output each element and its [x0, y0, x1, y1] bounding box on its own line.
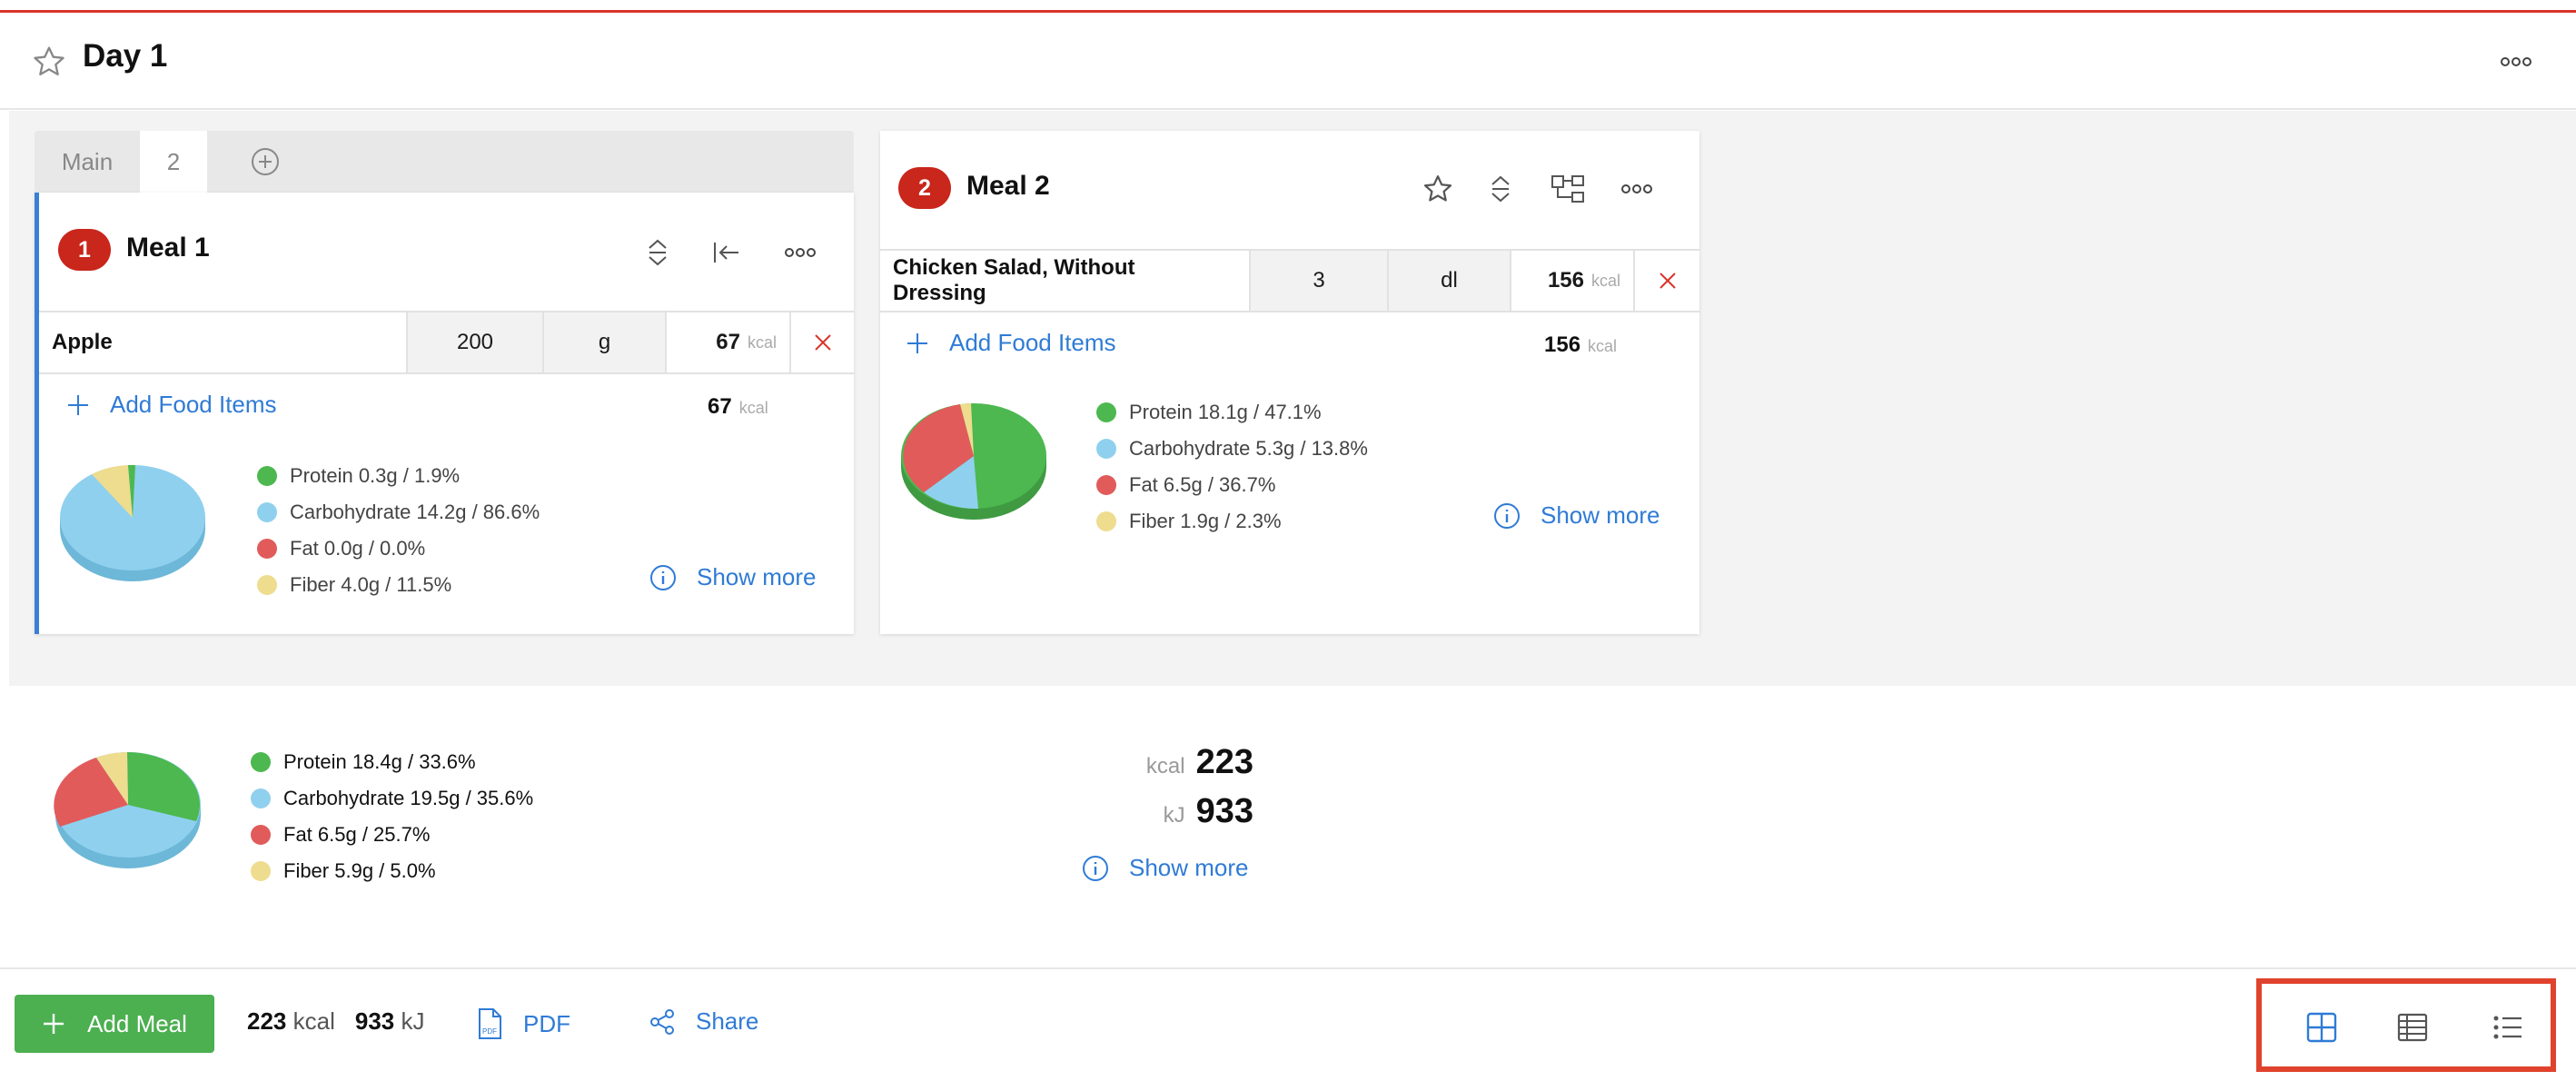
remove-food-button[interactable] — [1633, 251, 1699, 311]
bottom-toolbar: Add Meal 223 kcal 933 kJ PDF PDF Share — [0, 967, 2576, 1081]
remove-food-button[interactable] — [789, 312, 854, 372]
table-view-icon[interactable] — [2394, 1009, 2431, 1046]
info-icon — [650, 564, 676, 590]
meal-number-badge: 1 — [58, 229, 111, 271]
hierarchy-icon — [1551, 175, 1584, 203]
day-kj: kJ 933 — [1163, 792, 1253, 830]
view-mode-switcher — [2256, 978, 2556, 1072]
food-kcal: 67 kcal — [665, 312, 789, 372]
food-amount-input[interactable]: 200 — [406, 312, 542, 372]
collapse-button[interactable] — [708, 234, 745, 271]
day-kcal: kcal 223 — [1145, 743, 1253, 781]
food-name[interactable]: Chicken Salad, Without Dressing — [893, 255, 1135, 305]
food-row: Apple 200 g 67 kcal — [39, 311, 854, 374]
share-link[interactable]: Share — [649, 1007, 758, 1036]
legend-fiber: Fiber 1.9g / 2.3% — [1096, 503, 1368, 540]
show-more-link[interactable]: Show more — [1493, 501, 1660, 530]
legend-protein: Protein 18.4g / 33.6% — [251, 744, 533, 780]
info-icon — [1494, 502, 1520, 529]
legend-carbohydrate: Carbohydrate 5.3g / 13.8% — [1096, 431, 1368, 467]
day-macro-pie-chart — [54, 752, 201, 868]
meal-title: Meal 1 — [126, 233, 210, 263]
meal-header: 2 Meal 2 — [880, 131, 1699, 249]
more-options-icon — [785, 248, 816, 257]
pdf-export-link[interactable]: PDF PDF — [476, 1007, 570, 1040]
favorite-meal-button[interactable] — [1420, 171, 1456, 207]
plus-icon — [44, 1014, 64, 1034]
info-icon — [1083, 855, 1108, 881]
legend-fiber: Fiber 5.9g / 5.0% — [251, 853, 533, 889]
svg-text:PDF: PDF — [482, 1027, 497, 1036]
list-view-icon[interactable] — [2489, 1009, 2525, 1046]
grid-view-icon[interactable] — [2304, 1009, 2340, 1046]
total-kcal: 223 kcal — [247, 1007, 335, 1035]
close-icon — [1659, 273, 1676, 289]
tab-main[interactable]: Main — [61, 147, 114, 175]
day-totals: 223 kcal 933 kJ — [247, 1007, 425, 1036]
reorder-button[interactable] — [639, 234, 676, 271]
legend-protein: Protein 0.3g / 1.9% — [257, 458, 540, 494]
plus-icon — [68, 394, 88, 415]
food-kcal: 156 kcal — [1510, 251, 1633, 311]
meal-more-button[interactable] — [1619, 171, 1655, 207]
page-title: Day 1 — [83, 38, 168, 74]
favorite-star-icon[interactable] — [31, 44, 67, 80]
food-amount-input[interactable]: 3 — [1249, 251, 1387, 311]
meal-more-button[interactable] — [782, 234, 818, 271]
food-row: Chicken Salad, Without Dressing 3 dl 156… — [880, 249, 1699, 312]
tab-2[interactable]: 2 — [140, 131, 207, 193]
legend-fat: Fat 6.5g / 25.7% — [251, 817, 533, 853]
show-more-link[interactable]: Show more — [649, 563, 817, 591]
meal-tabs: Main 2 — [35, 131, 854, 193]
day-macro-legend: Protein 18.4g / 33.6% Carbohydrate 19.5g… — [251, 744, 533, 889]
legend-fiber: Fiber 4.0g / 11.5% — [257, 567, 540, 603]
add-food-items-link[interactable]: Add Food Items — [66, 391, 277, 419]
meal-title: Meal 2 — [966, 171, 1050, 201]
star-icon — [1423, 175, 1452, 202]
more-options-icon — [1621, 184, 1652, 193]
legend-carbohydrate: Carbohydrate 14.2g / 86.6% — [257, 494, 540, 531]
meal-2-macro-legend: Protein 18.1g / 47.1% Carbohydrate 5.3g … — [1096, 394, 1368, 540]
pdf-file-icon: PDF — [479, 1008, 501, 1039]
add-meal-button[interactable]: Add Meal — [15, 995, 214, 1053]
split-meal-button[interactable] — [1550, 171, 1586, 207]
meal-card-2: 2 Meal 2 — [880, 131, 1699, 634]
day-energy-totals: kcal 223 kJ 933 — [1072, 743, 1253, 841]
meal-number-badge: 2 — [898, 167, 951, 209]
meal-1-macro-legend: Protein 0.3g / 1.9% Carbohydrate 14.2g /… — [257, 458, 540, 603]
plus-circle-icon — [252, 148, 279, 175]
meal-card-1: 1 Meal 1 Apple 200 g 67 kcal — [35, 193, 854, 634]
meal-1-macro-pie-chart — [60, 464, 205, 581]
legend-carbohydrate: Carbohydrate 19.5g / 35.6% — [251, 780, 533, 817]
legend-fat: Fat 0.0g / 0.0% — [257, 531, 540, 567]
day-show-more-link[interactable]: Show more — [1082, 854, 1249, 882]
plus-icon — [907, 332, 927, 353]
sort-icon — [649, 239, 667, 266]
total-kj: 933 kJ — [354, 1007, 425, 1035]
legend-protein: Protein 18.1g / 47.1% — [1096, 394, 1368, 431]
add-food-row: Add Food Items 156 kcal — [880, 312, 1699, 376]
food-unit-select[interactable]: dl — [1387, 251, 1510, 311]
meal-header: 1 Meal 1 — [39, 193, 854, 311]
meal-total-kcal: 67 kcal — [708, 394, 768, 419]
add-tab-button[interactable] — [238, 131, 292, 193]
add-food-items-link[interactable]: Add Food Items — [906, 329, 1116, 357]
reorder-button[interactable] — [1482, 171, 1519, 207]
legend-fat: Fat 6.5g / 36.7% — [1096, 467, 1368, 503]
add-food-row: Add Food Items 67 kcal — [39, 374, 854, 438]
share-icon — [650, 1008, 674, 1035]
meal-total-kcal: 156 kcal — [1544, 332, 1618, 357]
meal-2-macro-pie-chart — [901, 403, 1046, 520]
sort-icon — [1491, 175, 1510, 203]
close-icon — [814, 334, 831, 351]
page-header: Day 1 — [0, 13, 2576, 110]
top-accent-bar — [0, 0, 2576, 13]
food-unit-select[interactable]: g — [542, 312, 665, 372]
more-options-icon[interactable] — [2498, 53, 2534, 71]
arrow-left-bar-icon — [714, 243, 738, 263]
food-name[interactable]: Apple — [52, 330, 113, 354]
